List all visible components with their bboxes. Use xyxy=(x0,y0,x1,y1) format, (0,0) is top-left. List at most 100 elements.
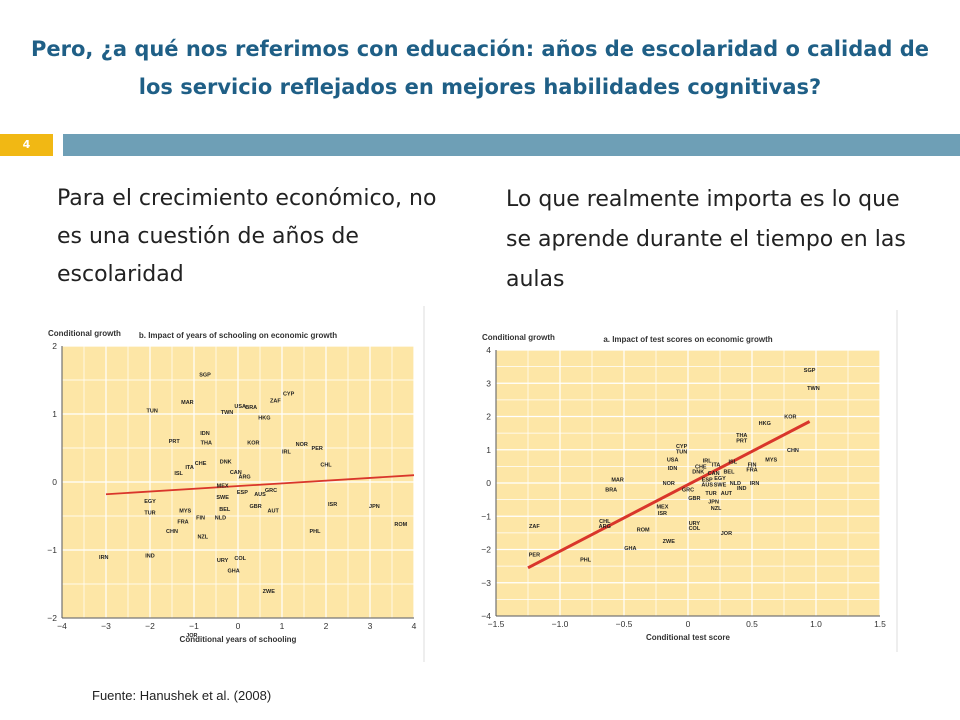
chart-title: a. Impact of test scores on economic gro… xyxy=(603,335,772,344)
y-tick-label: −3 xyxy=(481,578,491,588)
y-tick-label: −2 xyxy=(481,545,491,555)
data-point-gbr: GBR xyxy=(249,504,261,510)
data-point-hkg: HKG xyxy=(258,415,270,421)
data-point-aut: AUT xyxy=(721,491,733,497)
x-axis-title: Conditional years of schooling xyxy=(180,635,297,644)
data-point-aus: AUS xyxy=(701,483,713,489)
data-point-per: PER xyxy=(312,446,323,452)
data-point-sgp: SGP xyxy=(199,373,211,379)
data-point-irn: IRN xyxy=(99,555,109,561)
data-point-dnk: DNK xyxy=(220,460,232,466)
data-point-zaf: ZAF xyxy=(529,524,540,530)
data-point-tha: THA xyxy=(736,433,747,439)
data-point-egy: EGY xyxy=(144,499,156,505)
data-point-bra: BRA xyxy=(605,488,617,494)
data-point-aus: AUS xyxy=(254,492,266,498)
data-point-nld: NLD xyxy=(730,481,741,487)
test-score-chart: −1.5 −1.0 −0.5 0 0.5 1.0 1.5 −4 −3 −2 −1 0 1 2 3 4 a. Im… xyxy=(481,310,898,652)
x-tick-label: 0.5 xyxy=(746,619,758,629)
x-tick-label: 0 xyxy=(686,619,691,629)
data-point-bel: BEL xyxy=(219,507,231,513)
data-point-isl: ISL xyxy=(729,459,738,465)
data-point-gha: GHA xyxy=(624,546,636,552)
data-point-usa: USA xyxy=(234,404,246,410)
data-point-nzl: NZL xyxy=(197,534,208,540)
y-tick-label: −1 xyxy=(481,511,491,521)
data-point-usa: USA xyxy=(667,458,679,464)
x-tick-label: 1.5 xyxy=(874,619,886,629)
data-point-col: COL xyxy=(234,556,246,562)
data-point-kor: KOR xyxy=(247,441,259,447)
fit-line xyxy=(527,420,811,570)
data-point-gbr: GBR xyxy=(688,496,700,502)
data-point-can: CAN xyxy=(230,470,242,476)
data-point-idn: IDN xyxy=(200,431,210,437)
chart-title: b. Impact of years of schooling on econo… xyxy=(139,331,337,340)
data-point-jpn: JPN xyxy=(369,504,380,510)
data-point-cyp: CYP xyxy=(676,444,688,450)
data-point-mar: MAR xyxy=(181,400,194,406)
x-tick-label: 1 xyxy=(280,621,285,631)
data-point-che: CHE xyxy=(195,461,207,467)
data-point-grc: GRC xyxy=(682,488,694,494)
data-point-col: COL xyxy=(689,526,701,532)
data-point-tur: TUR xyxy=(144,511,155,517)
data-point-isl: ISL xyxy=(174,471,183,477)
data-point-hkg: HKG xyxy=(759,421,771,427)
data-point-per: PER xyxy=(529,552,540,558)
x-tick-label: 3 xyxy=(368,621,373,631)
data-point-ita: ITA xyxy=(712,463,720,469)
data-point-bra: BRA xyxy=(245,405,257,411)
data-point-tha: THA xyxy=(201,441,212,447)
data-point-swe: SWE xyxy=(216,495,229,501)
x-tick-label: −2 xyxy=(145,621,155,631)
data-point-nld: NLD xyxy=(215,515,226,521)
x-tick-label: −1.0 xyxy=(552,619,569,629)
data-point-grc: GRC xyxy=(265,488,277,494)
data-point-twn: TWN xyxy=(221,410,234,416)
y-tick-label: −4 xyxy=(481,611,491,621)
data-point-nor: NOR xyxy=(296,442,308,448)
slide-title: Pero, ¿a qué nos referimos con educación… xyxy=(30,37,930,99)
x-axis-title: Conditional test score xyxy=(646,633,731,642)
x-tick-label: −1 xyxy=(189,621,199,631)
data-point-tur: TUR xyxy=(705,491,716,497)
data-point-jor: JOR xyxy=(186,633,197,639)
data-point-mys: MYS xyxy=(179,509,191,515)
y-tick-label: −2 xyxy=(47,613,57,623)
data-point-sgp: SGP xyxy=(804,368,816,374)
x-tick-label: −4 xyxy=(57,621,67,631)
y-tick-label: −1 xyxy=(47,545,57,555)
data-point-mys: MYS xyxy=(765,458,777,464)
data-point-irn: IRN xyxy=(750,481,760,487)
data-point-jor: JOR xyxy=(721,531,732,537)
data-point-tun: TUN xyxy=(147,409,158,415)
data-point-isr: ISR xyxy=(658,511,667,517)
data-point-ind: IND xyxy=(145,553,155,559)
data-point-prt: PRT xyxy=(169,439,181,445)
data-point-prt: PRT xyxy=(736,438,748,444)
slide-number: 4 xyxy=(0,134,53,156)
x-tick-label: −1.5 xyxy=(488,619,505,629)
data-point-mar: MAR xyxy=(611,478,624,484)
data-point-fra: FRA xyxy=(746,468,757,474)
y-tick-label: 0 xyxy=(486,478,491,488)
data-point-kor: KOR xyxy=(784,415,796,421)
x-tick-label: 0 xyxy=(236,621,241,631)
data-point-chl: CHL xyxy=(320,462,332,468)
data-point-ury: URY xyxy=(689,521,701,527)
source-note: Fuente: Hanushek et al. (2008) xyxy=(92,688,272,703)
years-schooling-chart: −4 −3 −2 −1 0 1 2 3 4 −2 −1 0 1 2 b. Impact of years o… xyxy=(47,306,425,662)
data-point-irl: IRL xyxy=(703,458,713,464)
data-point-mex: MEX xyxy=(656,504,668,510)
data-point-jpn: JPN xyxy=(708,499,719,505)
y-tick-label: 3 xyxy=(486,378,491,388)
data-point-cyp: CYP xyxy=(283,392,295,398)
data-point-ita: ITA xyxy=(185,465,193,471)
data-point-fra: FRA xyxy=(177,519,188,525)
data-point-zwe: ZWE xyxy=(263,589,276,595)
y-axis-title: Conditional growth xyxy=(482,333,555,342)
data-point-aut: AUT xyxy=(268,509,280,515)
data-point-che: CHE xyxy=(695,464,707,470)
y-tick-label: 4 xyxy=(486,345,491,355)
